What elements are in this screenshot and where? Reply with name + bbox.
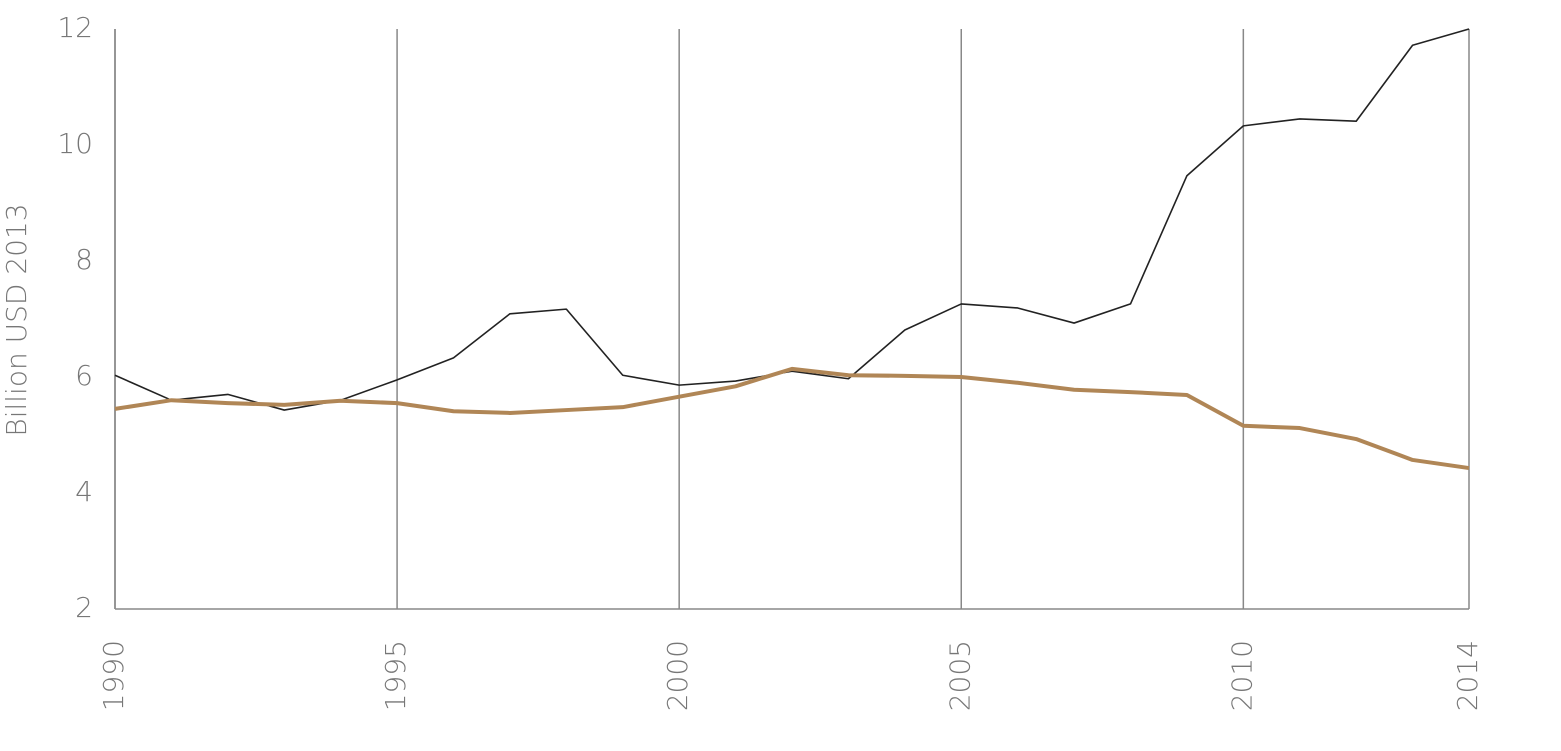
line-series	[114, 28, 1470, 411]
line-series	[114, 366, 1470, 471]
x-tick-label: 2010	[1225, 640, 1258, 711]
y-tick-label: 4	[75, 475, 93, 508]
x-tick-label: 2014	[1451, 640, 1484, 711]
y-tick-label: 10	[57, 127, 93, 160]
y-tick-label: 6	[75, 359, 93, 392]
x-tick-label: 1990	[97, 640, 130, 711]
x-tick-label: 1995	[379, 640, 412, 711]
x-tick-label: 2000	[661, 640, 694, 711]
y-axis-title: Billion USD 2013	[0, 203, 33, 436]
x-tick-label: 2005	[943, 640, 976, 711]
y-tick-label: 12	[57, 11, 93, 44]
y-tick-label: 2	[75, 591, 93, 624]
y-tick-label: 8	[75, 243, 93, 276]
